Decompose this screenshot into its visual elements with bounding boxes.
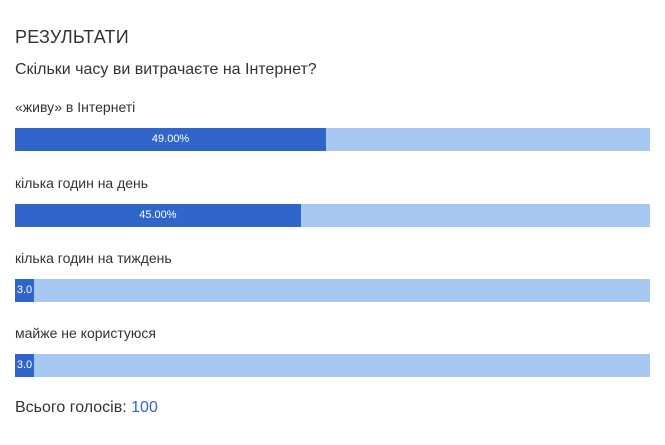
total-votes-label: Всього голосів: (15, 399, 127, 416)
answer-label: майже не користуюся (15, 325, 157, 341)
poll-question: Скільки часу ви витрачаєте на Інтернет? (15, 61, 317, 78)
result-bar-fill: 3.0 (15, 354, 35, 377)
results-title: РЕЗУЛЬТАТИ (15, 27, 129, 47)
answer-item: «живу» в Інтернеті 49.00% (15, 97, 650, 151)
result-bar: 45.00% (15, 204, 650, 227)
answer-label: кілька годин на день (15, 175, 149, 191)
answer-item: майже не користуюся 3.0 (15, 323, 650, 377)
answer-label: кілька годин на тиждень (15, 250, 172, 266)
result-bar-fill: 45.00% (15, 204, 301, 227)
result-bar-fill: 49.00% (15, 128, 327, 151)
answer-label: «живу» в Інтернеті (15, 99, 136, 115)
total-votes: Всього голосів: 100 (15, 399, 158, 417)
result-bar-fill: 3.0 (15, 279, 35, 302)
result-bar: 49.00% (15, 128, 650, 151)
result-bar: 3.0 (15, 354, 650, 377)
answer-item: кілька годин на тиждень 3.0 (15, 248, 650, 302)
answer-item: кілька годин на день 45.00% (15, 173, 650, 227)
result-bar: 3.0 (15, 279, 650, 302)
total-votes-count: 100 (131, 399, 158, 416)
